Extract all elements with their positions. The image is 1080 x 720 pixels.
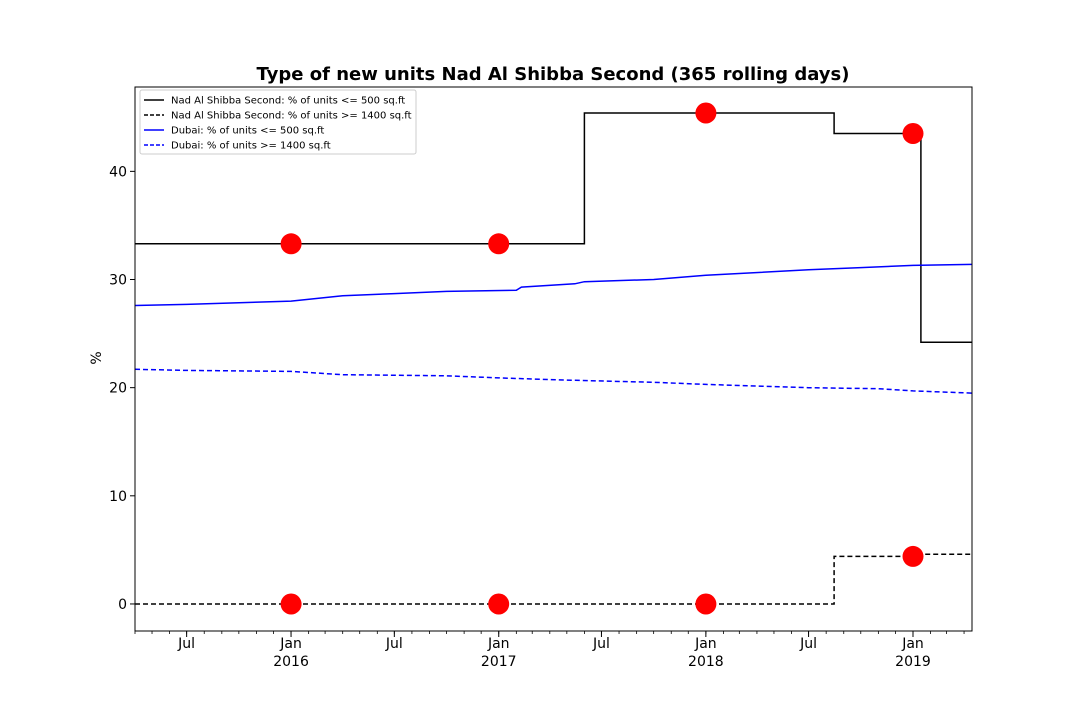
- y-axis-label: %: [89, 351, 105, 364]
- plot-markers-group: [280, 102, 924, 615]
- data-point-marker: [488, 593, 510, 615]
- x-tick-label: Jul: [177, 636, 195, 652]
- y-axis: 0 10 20 30 40: [109, 164, 135, 613]
- series-line-4: [134, 368, 973, 394]
- legend-box: [139, 89, 417, 155]
- legend-entry-label: Nad Al Shibba Second: % of units >= 1400…: [171, 111, 412, 122]
- y-tick-label: 40: [109, 164, 127, 180]
- data-point-marker: [280, 593, 302, 615]
- legend-entry-label: Nad Al Shibba Second: % of units <= 500 …: [171, 96, 405, 107]
- x-tick-label: Jul: [385, 636, 403, 652]
- x-axis: Jul Jan 2016 Jul Jan 2017 Jul Jan 2018 Jul Jan 2019: [134, 631, 965, 670]
- y-tick-label: 10: [109, 489, 127, 505]
- chart-title: Type of new units Nad Al Shibba Second (…: [257, 64, 850, 85]
- y-tick-label: 30: [109, 273, 127, 289]
- data-point-marker: [695, 102, 717, 124]
- series-line-3: [134, 263, 973, 307]
- y-tick-label: 0: [118, 597, 127, 613]
- data-point-marker: [902, 545, 924, 567]
- data-point-marker: [695, 593, 717, 615]
- x-tick-year-label: 2019: [895, 654, 931, 670]
- x-tick-label: Jul: [799, 636, 817, 652]
- x-tick-label: Jan: [487, 636, 510, 652]
- data-point-marker: [902, 123, 924, 144]
- legend-entry-label: Dubai: % of units <= 500 sq.ft: [171, 126, 324, 137]
- data-point-marker: [280, 233, 302, 255]
- data-point-marker: [488, 233, 510, 255]
- x-tick-label: Jan: [901, 636, 924, 652]
- x-tick-year-label: 2016: [273, 654, 309, 670]
- x-tick-year-label: 2018: [688, 654, 724, 670]
- series-line-2: [135, 553, 972, 605]
- legend: Nad Al Shibba Second: % of units <= 500 …: [139, 89, 417, 155]
- legend-entry-label: Dubai: % of units >= 1400 sq.ft: [171, 141, 331, 152]
- x-tick-label: Jan: [694, 636, 717, 652]
- x-tick-label: Jul: [592, 636, 610, 652]
- plot-frame: [134, 86, 973, 632]
- x-tick-label: Jan: [279, 636, 302, 652]
- x-tick-year-label: 2017: [481, 654, 517, 670]
- y-tick-label: 20: [109, 381, 127, 397]
- series-line-1: [135, 112, 972, 343]
- plot-series-group: [134, 112, 973, 605]
